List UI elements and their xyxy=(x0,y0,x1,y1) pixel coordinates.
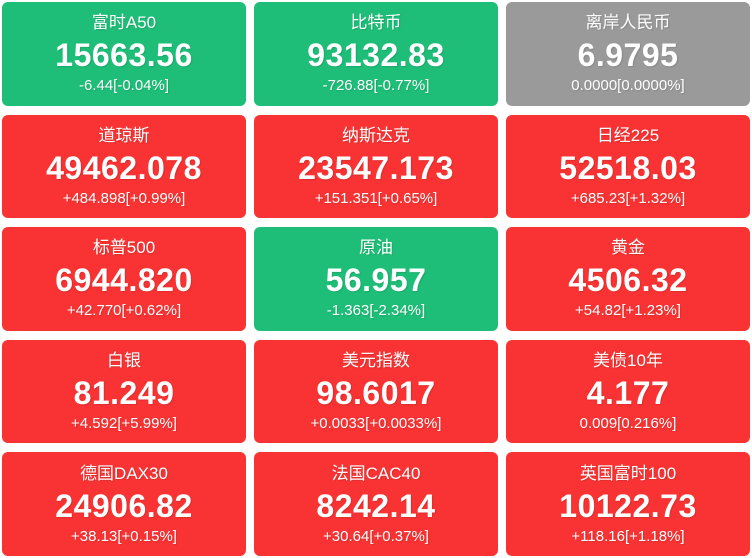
instrument-change: +118.16[+1.18%] xyxy=(571,527,685,545)
market-quote-tile-down[interactable]: 富时A50 15663.56 -6.44[-0.04%] xyxy=(2,2,246,106)
instrument-change: 0.009[0.216%] xyxy=(579,415,677,433)
instrument-name: 英国富时100 xyxy=(579,463,677,483)
market-quote-tile-flat[interactable]: 离岸人民币 6.9795 0.0000[0.0000%] xyxy=(506,2,750,106)
market-quote-tile-up[interactable]: 白银 81.249 +4.592[+5.99%] xyxy=(2,339,246,444)
instrument-change: +30.64[+0.37%] xyxy=(323,527,429,545)
instrument-name: 黄金 xyxy=(611,238,645,258)
instrument-change: -6.44[-0.04%] xyxy=(78,77,170,95)
instrument-name: 原油 xyxy=(359,238,393,258)
market-quote-tile-up[interactable]: 德国DAX30 24906.82 +38.13[+0.15%] xyxy=(2,452,246,556)
instrument-price: 8242.14 xyxy=(316,487,436,524)
instrument-change: +4.592[+5.99%] xyxy=(71,415,177,433)
market-quote-tile-down[interactable]: 比特币 93132.83 -726.88[-0.77%] xyxy=(254,2,498,106)
instrument-price: 15663.56 xyxy=(55,37,193,74)
instrument-price: 52518.03 xyxy=(559,149,697,186)
instrument-change: -1.363[-2.34%] xyxy=(326,302,426,320)
instrument-change: +0.0033[+0.0033%] xyxy=(310,415,442,433)
instrument-name: 德国DAX30 xyxy=(80,463,168,483)
instrument-name: 道琼斯 xyxy=(98,125,150,145)
instrument-change: 0.0000[0.0000%] xyxy=(571,77,685,95)
instrument-price: 4506.32 xyxy=(568,262,688,299)
instrument-price: 49462.078 xyxy=(46,149,202,186)
market-quote-tile-up[interactable]: 标普500 6944.820 +42.770[+0.62%] xyxy=(2,227,246,331)
instrument-name: 美元指数 xyxy=(342,351,410,371)
market-quote-tile-up[interactable]: 美债10年 4.177 0.009[0.216%] xyxy=(506,339,750,444)
market-quote-tile-up[interactable]: 黄金 4506.32 +54.82[+1.23%] xyxy=(506,227,750,331)
instrument-name: 美债10年 xyxy=(593,351,663,371)
market-quote-tile-up[interactable]: 日经225 52518.03 +685.23[+1.32%] xyxy=(506,114,750,219)
instrument-change: +484.898[+0.99%] xyxy=(62,189,186,207)
instrument-name: 白银 xyxy=(107,351,141,371)
instrument-price: 98.6017 xyxy=(316,375,436,412)
market-quote-tile-up[interactable]: 纳斯达克 23547.173 +151.351[+0.65%] xyxy=(254,114,498,219)
instrument-price: 56.957 xyxy=(325,262,427,299)
instrument-change: +54.82[+1.23%] xyxy=(575,302,681,320)
instrument-change: +151.351[+0.65%] xyxy=(314,189,438,207)
market-quote-tile-down[interactable]: 原油 56.957 -1.363[-2.34%] xyxy=(254,227,498,331)
market-quote-tile-up[interactable]: 法国CAC40 8242.14 +30.64[+0.37%] xyxy=(254,452,498,556)
instrument-price: 4.177 xyxy=(586,375,670,412)
instrument-price: 81.249 xyxy=(73,375,175,412)
instrument-change: -726.88[-0.77%] xyxy=(322,77,430,95)
instrument-change: +38.13[+0.15%] xyxy=(71,527,177,545)
instrument-price: 23547.173 xyxy=(298,149,454,186)
instrument-name: 法国CAC40 xyxy=(331,463,421,483)
instrument-price: 10122.73 xyxy=(559,487,697,524)
instrument-name: 比特币 xyxy=(350,13,402,33)
market-quote-tile-up[interactable]: 英国富时100 10122.73 +118.16[+1.18%] xyxy=(506,452,750,556)
instrument-name: 纳斯达克 xyxy=(342,125,410,145)
instrument-price: 24906.82 xyxy=(55,487,193,524)
instrument-name: 日经225 xyxy=(596,125,660,145)
market-quote-tile-up[interactable]: 道琼斯 49462.078 +484.898[+0.99%] xyxy=(2,114,246,219)
instrument-change: +685.23[+1.32%] xyxy=(570,189,686,207)
instrument-name: 离岸人民币 xyxy=(585,13,671,33)
instrument-price: 6.9795 xyxy=(577,37,679,74)
instrument-price: 93132.83 xyxy=(307,37,445,74)
instrument-name: 富时A50 xyxy=(91,13,157,33)
instrument-price: 6944.820 xyxy=(55,262,193,299)
market-quote-tile-up[interactable]: 美元指数 98.6017 +0.0033[+0.0033%] xyxy=(254,339,498,444)
instrument-change: +42.770[+0.62%] xyxy=(66,302,182,320)
instrument-name: 标普500 xyxy=(92,238,156,258)
